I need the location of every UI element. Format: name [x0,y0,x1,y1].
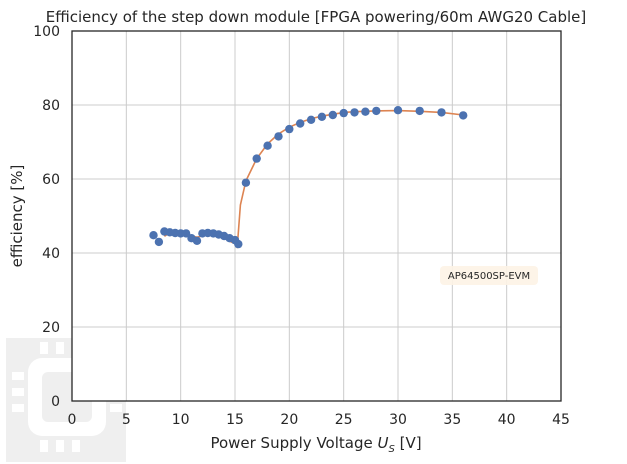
data-point [350,108,359,117]
x-tick-label: 10 [172,412,190,428]
data-point [234,239,243,249]
x-tick-label: 35 [443,412,461,428]
y-tick-label: 40 [42,246,60,262]
y-tick-label: 20 [42,320,60,336]
data-point [328,110,337,120]
y-tick-labels: 0 20 40 60 80 100 [33,24,60,410]
data-point [154,237,164,247]
data-point [459,111,468,120]
data-point [149,231,158,240]
data-point [372,106,381,116]
x-tick-label: 45 [552,412,570,428]
data-points-layer [149,106,468,249]
data-point [241,178,251,187]
data-point [361,107,370,116]
data-point [339,108,348,118]
x-axis-label-suffix: [V] [395,434,422,452]
y-tick-label: 80 [42,98,60,114]
x-tick-label: 5 [122,412,131,428]
y-axis-label: efficiency [%] [8,165,26,268]
x-tick-labels: 0 5 10 15 20 25 30 35 40 45 [68,412,570,428]
x-tick-label: 40 [498,412,516,428]
annotation-box: AP64500SP-EVM [440,266,538,285]
plot-area [72,31,561,401]
data-point [252,154,261,163]
chart-title: Efficiency of the step down module [FPGA… [46,8,587,26]
x-axis-label: Power Supply Voltage US [V] [210,434,421,455]
y-tick-label: 100 [33,24,60,40]
x-tick-label: 20 [280,412,298,428]
x-tick-label: 0 [68,412,77,428]
x-tick-label: 15 [226,412,244,428]
x-axis-label-sub: S [388,444,395,455]
data-point [181,229,191,238]
x-axis-label-var: U [377,434,388,452]
plot-frame [71,30,562,402]
data-point [263,141,272,150]
data-point [393,106,403,115]
data-point [285,124,294,134]
x-axis-label-prefix: Power Supply Voltage [210,434,377,452]
annotation-label: AP64500SP-EVM [448,271,530,282]
data-point [296,119,305,128]
data-point [274,132,283,141]
data-point [192,236,202,245]
x-tick-label: 25 [335,412,353,428]
data-point [306,115,316,125]
y-tick-label: 0 [51,394,60,410]
x-tick-label: 30 [389,412,407,428]
data-point [437,108,446,117]
y-tick-label: 60 [42,172,60,188]
data-point [415,106,424,116]
data-point [317,112,327,122]
